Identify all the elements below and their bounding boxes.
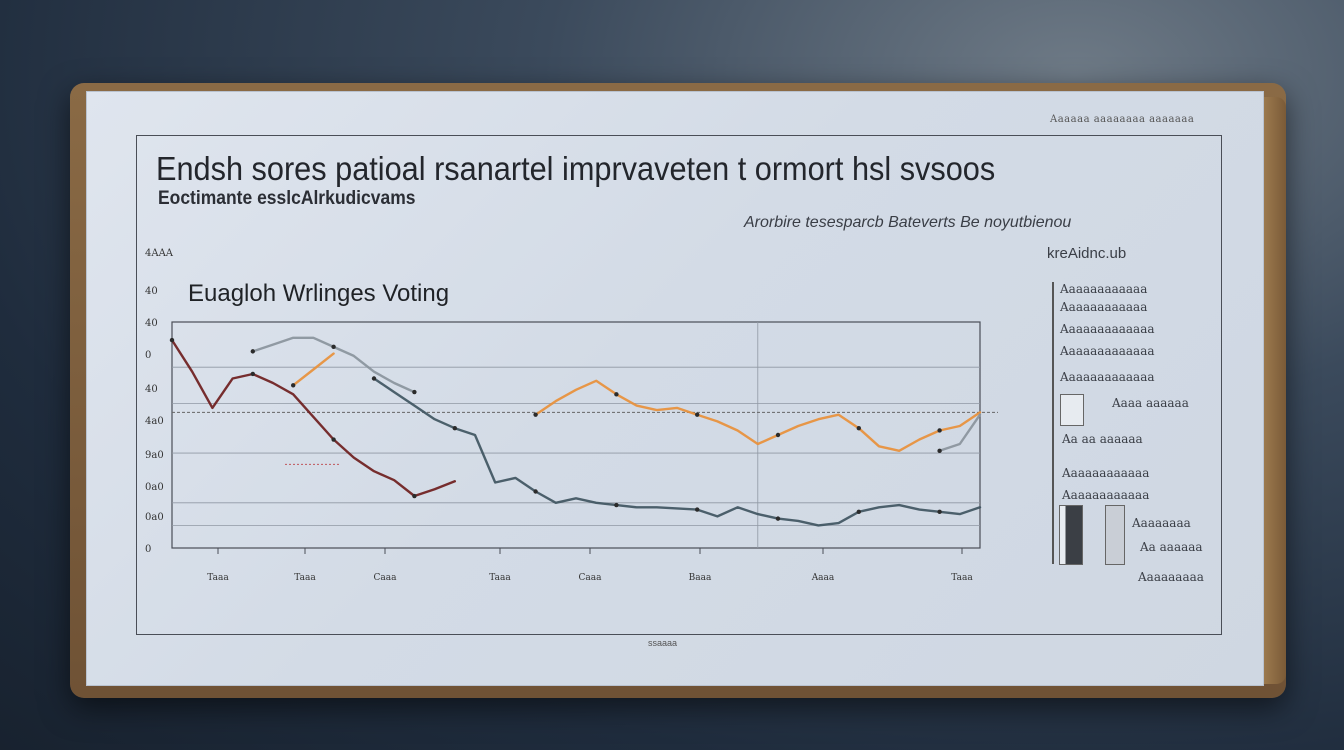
data-point	[412, 389, 417, 395]
data-point	[250, 349, 255, 354]
annotation-note-2: kreAidnc.ub	[1047, 245, 1127, 262]
data-point	[533, 489, 538, 494]
data-point	[331, 437, 336, 442]
data-point	[856, 426, 861, 431]
data-point	[937, 448, 942, 454]
x-tick-label: Aaaa	[811, 573, 835, 583]
data-point	[614, 502, 619, 508]
plot-area	[171, 321, 981, 549]
y-tick-label: 0a0	[145, 482, 164, 493]
data-point	[533, 412, 538, 417]
legend-entry: Aaaaaaaaaaaa	[1062, 488, 1150, 502]
legend-entry: Aaaa aaaaaa	[1112, 396, 1189, 410]
y-tick-label: 0	[145, 350, 151, 361]
data-point	[371, 376, 377, 381]
data-point	[775, 432, 781, 438]
annotation-note: Arorbire tesesparcb Bateverts Be noyutbi…	[744, 214, 1072, 231]
y-tick-label: 40	[145, 384, 158, 395]
legend-entry: Aaaaaaaaaaaa	[1062, 466, 1150, 480]
data-point	[937, 428, 942, 433]
data-point	[452, 426, 457, 431]
data-point	[775, 516, 781, 521]
y-tick-label: 4a0	[145, 416, 164, 427]
data-point	[250, 371, 255, 377]
legend-entry: Aa aaaaaa	[1140, 540, 1203, 554]
legend-divider	[1052, 282, 1054, 564]
y-tick-label: 0	[145, 544, 151, 555]
data-point	[614, 392, 619, 397]
series-line-slate	[372, 377, 982, 527]
chart-panel	[136, 135, 1222, 635]
footer-label: ssaaaa	[648, 638, 678, 648]
legend-entry: Aa aa aaaaaa	[1062, 432, 1143, 446]
series-line-gray	[938, 413, 982, 452]
x-tick-label: Baaa	[689, 573, 712, 583]
data-point	[856, 509, 861, 515]
y-tick-label: 4AAA	[145, 248, 174, 259]
x-tick-label: Caaa	[579, 573, 603, 583]
x-tick-label: Taaa	[207, 573, 229, 583]
data-point	[169, 337, 175, 343]
chart-title: Euagloh Wrlinges Voting	[188, 280, 450, 307]
data-point	[695, 507, 700, 512]
page-title: Endsh sores patioal rsanartel imprvavete…	[156, 150, 996, 187]
x-tick-label: Taaa	[951, 573, 973, 583]
data-point	[937, 509, 942, 515]
legend-entry: Aaaaaaaaaaaaa	[1060, 322, 1155, 336]
series-line-dark_red	[170, 338, 456, 498]
legend-entry: Aaaaaaaaaaaa	[1060, 282, 1148, 296]
x-tick-label: Taaa	[294, 573, 316, 583]
legend-entry: Aaaaaaaaaaaaa	[1060, 344, 1155, 358]
legend-entry: Aaaaaaaa	[1132, 516, 1191, 530]
y-tick-label: 40	[145, 318, 158, 329]
legend-swatch-dark	[1059, 505, 1083, 565]
legend-entry: Aaaaaaaaa	[1138, 570, 1204, 584]
series-line-orange	[534, 379, 982, 452]
legend-swatch-light	[1060, 394, 1084, 426]
data-point	[331, 344, 336, 350]
page-subtitle: Eoctimante esslcAlrkudicvams	[158, 188, 416, 209]
y-tick-label: 40	[145, 286, 158, 297]
corner-note: Aaaaaa aaaaaaaa aaaaaaa	[1050, 114, 1195, 125]
legend-entry: Aaaaaaaaaaaaa	[1060, 370, 1155, 384]
x-tick-label: Taaa	[489, 573, 511, 583]
series-line-orange	[292, 352, 335, 387]
data-point	[695, 412, 700, 417]
y-tick-label: 0a0	[145, 512, 164, 523]
y-tick-label: 9a0	[145, 450, 164, 461]
x-tick-label: Caaa	[374, 573, 398, 583]
data-point	[412, 493, 417, 499]
legend-entry: Aaaaaaaaaaaa	[1060, 300, 1148, 314]
data-point	[291, 383, 296, 388]
legend-swatch-medium	[1105, 505, 1125, 565]
